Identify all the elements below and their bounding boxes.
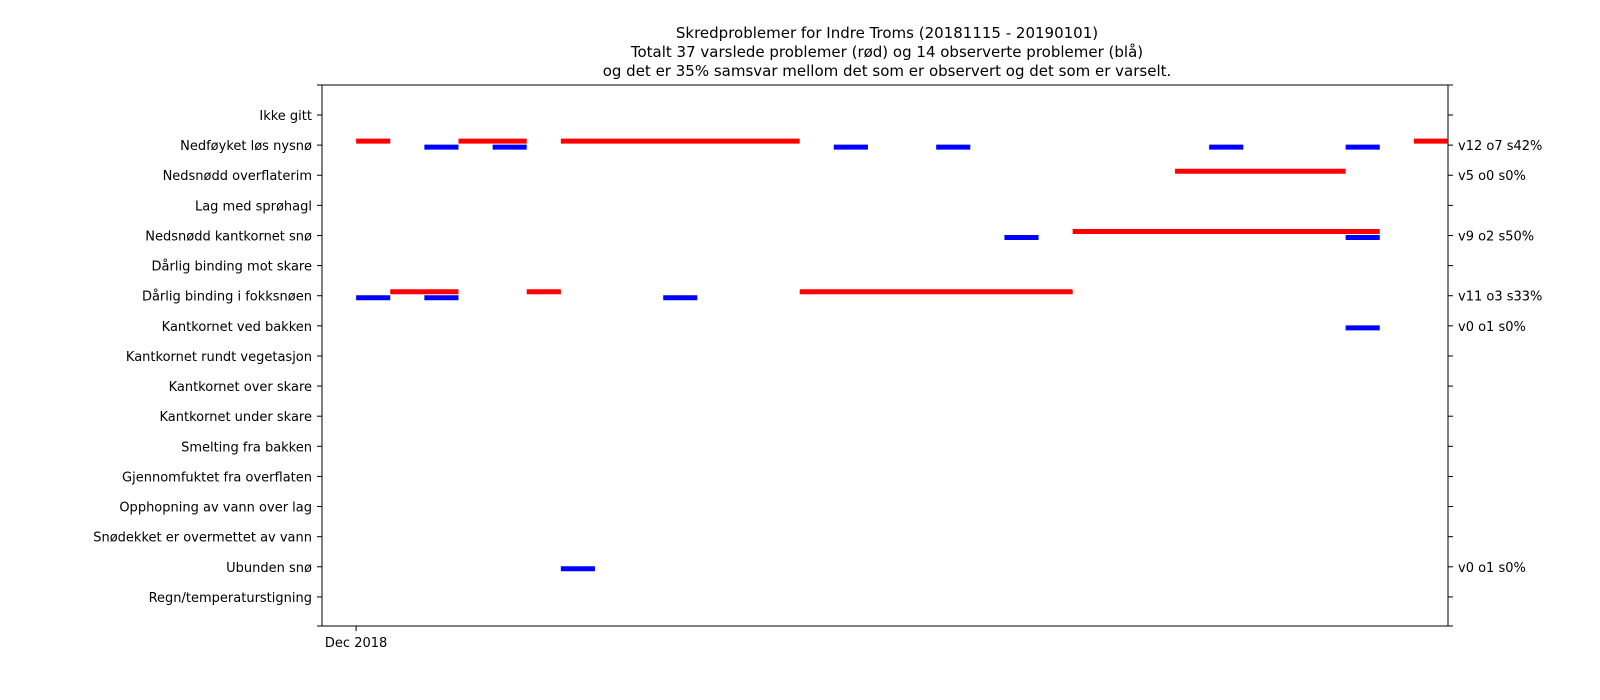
right-stat-label: v0 o1 s0% [1458, 561, 1526, 576]
right-stat-label: v9 o2 s50% [1458, 229, 1534, 244]
title-line-3: og det er 35% samsvar mellom det som er … [603, 62, 1172, 80]
y-tick-label: Dårlig binding mot skare [152, 260, 312, 275]
y-tick-label: Ubunden snø [226, 561, 312, 576]
y-tick-label: Regn/temperaturstigning [149, 591, 312, 606]
y-axis: Ikke gitt Nedføyket løs nysnø Nedsnødd ove… [93, 84, 322, 627]
y-tick-label: Kantkornet over skare [169, 380, 312, 395]
y-tick-label: Opphopning av vann over lag [119, 501, 312, 516]
y-tick-label: Snødekket er overmettet av vann [93, 531, 312, 546]
y-tick-label: Nedsnødd kantkornet snø [145, 229, 312, 244]
title-line-1: Skredproblemer for Indre Troms (20181115… [676, 24, 1098, 42]
x-axis: Dec 2018 [325, 626, 387, 651]
x-tick-label: Dec 2018 [325, 636, 387, 651]
y-tick-label: Gjennomfuktet fra overflaten [122, 470, 312, 485]
plot-area [321, 84, 1449, 627]
y-tick-label: Nedføyket løs nysnø [180, 139, 312, 154]
right-stat-label: v5 o0 s0% [1458, 169, 1526, 184]
chart-title: Skredproblemer for Indre Troms (20181115… [603, 24, 1172, 80]
right-stat-label: v0 o1 s0% [1458, 320, 1526, 335]
right-stat-label: v12 o7 s42% [1458, 139, 1542, 154]
title-line-2: Totalt 37 varslede problemer (rød) og 14… [630, 43, 1143, 61]
y-tick-label: Kantkornet ved bakken [162, 320, 312, 335]
y-tick-label: Lag med sprøhagl [195, 199, 312, 214]
y-tick-label: Ikke gitt [259, 109, 312, 124]
problem-segments [356, 138, 1448, 572]
right-stat-label: v11 o3 s33% [1458, 290, 1542, 305]
y-tick-label: Smelting fra bakken [181, 440, 312, 455]
y-tick-label: Dårlig binding i fokksnøen [142, 290, 312, 305]
y-tick-label: Kantkornet rundt vegetasjon [126, 350, 312, 365]
right-axis: v12 o7 s42% v5 o0 s0% v9 o2 s50% v11 o3 s33… [1448, 84, 1542, 627]
y-tick-label: Nedsnødd overflaterim [163, 169, 312, 184]
y-tick-label: Kantkornet under skare [159, 410, 312, 425]
